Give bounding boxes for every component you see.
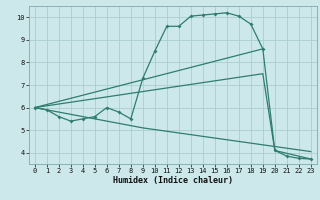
X-axis label: Humidex (Indice chaleur): Humidex (Indice chaleur) [113, 176, 233, 185]
